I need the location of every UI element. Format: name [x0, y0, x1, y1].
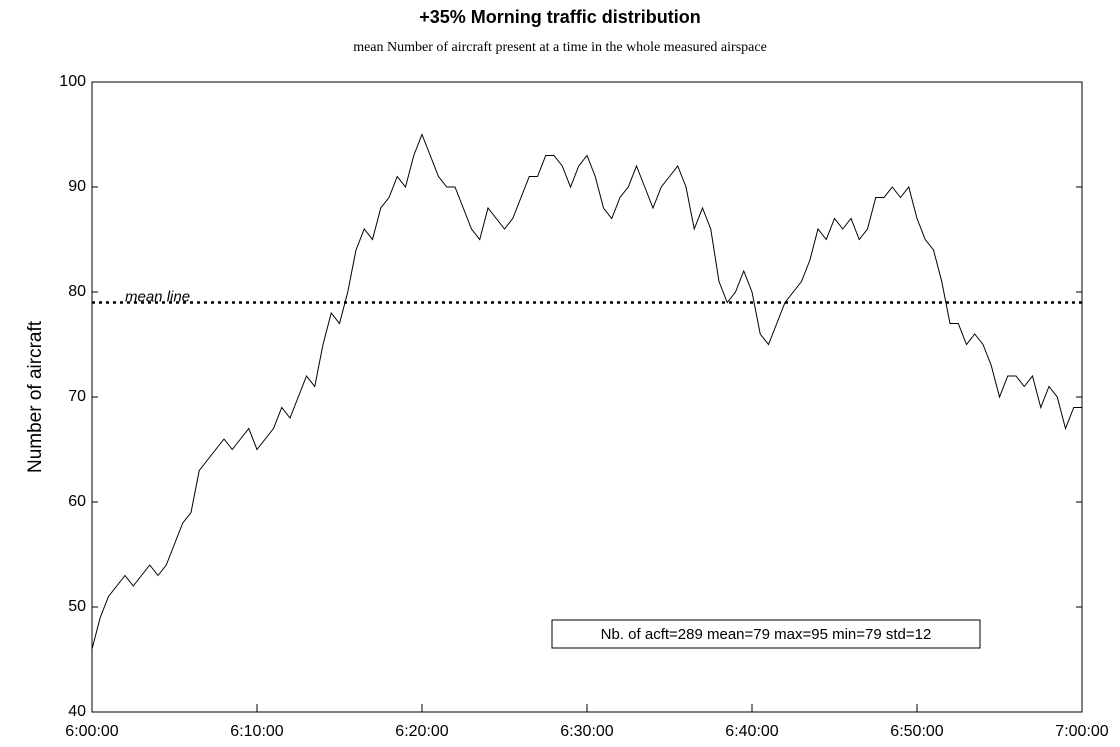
y-tick-label: 60	[68, 493, 86, 510]
chart-title: +35% Morning traffic distribution	[419, 7, 701, 27]
x-tick-label: 6:20:00	[395, 723, 448, 740]
y-tick-label: 90	[68, 178, 86, 195]
x-tick-label: 6:00:00	[65, 723, 118, 740]
mean-label: mean line	[125, 288, 190, 305]
x-tick-label: 6:30:00	[560, 723, 613, 740]
y-tick-label: 40	[68, 703, 86, 720]
annotation-box	[551, 619, 981, 649]
chart-subtitle: mean Number of aircraft present at a tim…	[353, 40, 767, 55]
data-line	[91, 133, 1082, 650]
y-tick-label: 70	[68, 388, 86, 405]
x-tick-label: 6:40:00	[725, 723, 778, 740]
y-axis-label: Number of aircraft	[25, 320, 46, 473]
annotation: Nb. of acft=289 mean=79 max=95 min=79 st…	[601, 626, 932, 643]
y-tick-label: 100	[59, 73, 86, 90]
x-tick-label: 6:10:00	[230, 723, 283, 740]
plot-frame	[91, 81, 1083, 713]
y-tick-label: 50	[68, 598, 86, 615]
y-tick-label: 80	[68, 283, 86, 300]
x-tick-label: 6:50:00	[890, 723, 943, 740]
x-tick-label: 7:00:00	[1055, 723, 1108, 740]
